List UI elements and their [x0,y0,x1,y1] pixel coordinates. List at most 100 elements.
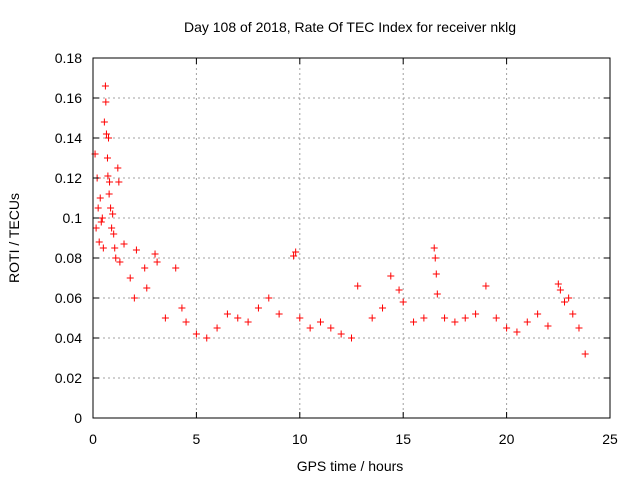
data-point [116,258,124,266]
data-point [492,314,500,322]
data-point [111,244,119,252]
x-tick-labels: 0 5 10 15 20 25 [89,431,618,447]
data-point [410,318,418,326]
data-point [105,134,113,142]
y-tick-label: 0.18 [55,50,82,66]
data-point [98,214,106,222]
data-point [430,244,438,252]
data-point [106,178,114,186]
data-point [100,118,108,126]
x-tick-label: 25 [602,431,618,447]
data-point [513,328,521,336]
data-point [244,318,252,326]
data-point [107,204,115,212]
data-point [387,272,395,280]
data-point [114,164,122,172]
data-point [102,130,110,138]
data-point [234,314,242,322]
y-tick-label: 0.12 [55,170,82,186]
data-point [433,290,441,298]
data-point [561,298,569,306]
y-tick-labels: 0 0.02 0.04 0.06 0.08 0.1 0.12 0.14 0.16 0.18 [55,50,82,426]
grid-lines [93,58,610,418]
data-point [254,304,262,312]
data-point [172,264,180,272]
data-point [105,190,113,198]
data-point [554,280,562,288]
data-point [182,318,190,326]
data-point [581,350,589,358]
data-point [348,334,355,342]
data-point [126,274,134,282]
x-tick-label: 0 [89,431,97,447]
data-point [290,252,298,260]
y-tick-label: 0.04 [55,330,82,346]
x-tick-label: 5 [193,431,201,447]
data-point [223,310,231,318]
y-tick-label: 0.16 [55,90,82,106]
y-tick-label: 0.02 [55,370,82,386]
data-point [103,154,111,162]
data-point [92,224,100,232]
data-point [432,270,440,278]
data-point [441,314,449,322]
data-point [153,258,161,266]
data-point [296,314,304,322]
data-point [96,194,104,202]
data-point [544,322,552,330]
data-point [472,310,480,318]
data-point [151,250,159,258]
data-point [265,294,273,302]
data-point [523,318,531,326]
data-point [534,310,542,318]
data-point [108,224,116,232]
data-point [292,248,300,256]
data-point [104,172,112,180]
data-point [575,324,583,332]
data-point [97,218,105,226]
data-point [337,330,345,338]
x-tick-label: 20 [499,431,515,447]
data-point [141,264,149,272]
y-axis-label: ROTI / TECUs [6,193,22,283]
x-tick-label: 10 [292,431,308,447]
data-point [95,238,103,246]
data-point [213,324,221,332]
data-point [399,298,407,306]
chart-title: Day 108 of 2018, Rate Of TEC Index for r… [184,19,516,35]
data-point [94,204,102,212]
y-tick-label: 0.06 [55,290,82,306]
data-point [379,304,387,312]
data-point [395,286,403,294]
data-point [130,294,138,302]
y-tick-label: 0.1 [63,210,83,226]
data-point [203,334,211,342]
data-point [143,284,151,292]
data-point [110,230,118,238]
data-points [91,82,589,358]
y-tick-label: 0 [74,410,82,426]
data-point [565,294,573,302]
x-axis-label: GPS time / hours [297,458,404,474]
data-point [316,318,324,326]
data-point [99,244,107,252]
data-point [451,318,459,326]
data-point [327,324,335,332]
data-point [354,282,362,290]
axis-ticks [92,57,611,419]
data-point [178,304,186,312]
data-point [503,324,511,332]
x-tick-label: 15 [395,431,411,447]
plot-frame [92,57,611,419]
data-point [461,314,469,322]
y-tick-label: 0.14 [55,130,82,146]
data-point [192,330,200,338]
data-point [132,246,140,254]
y-tick-label: 0.08 [55,250,82,266]
data-point [368,314,376,322]
data-point [420,314,428,322]
data-point [115,178,123,186]
data-point [556,286,564,294]
data-point [275,310,283,318]
